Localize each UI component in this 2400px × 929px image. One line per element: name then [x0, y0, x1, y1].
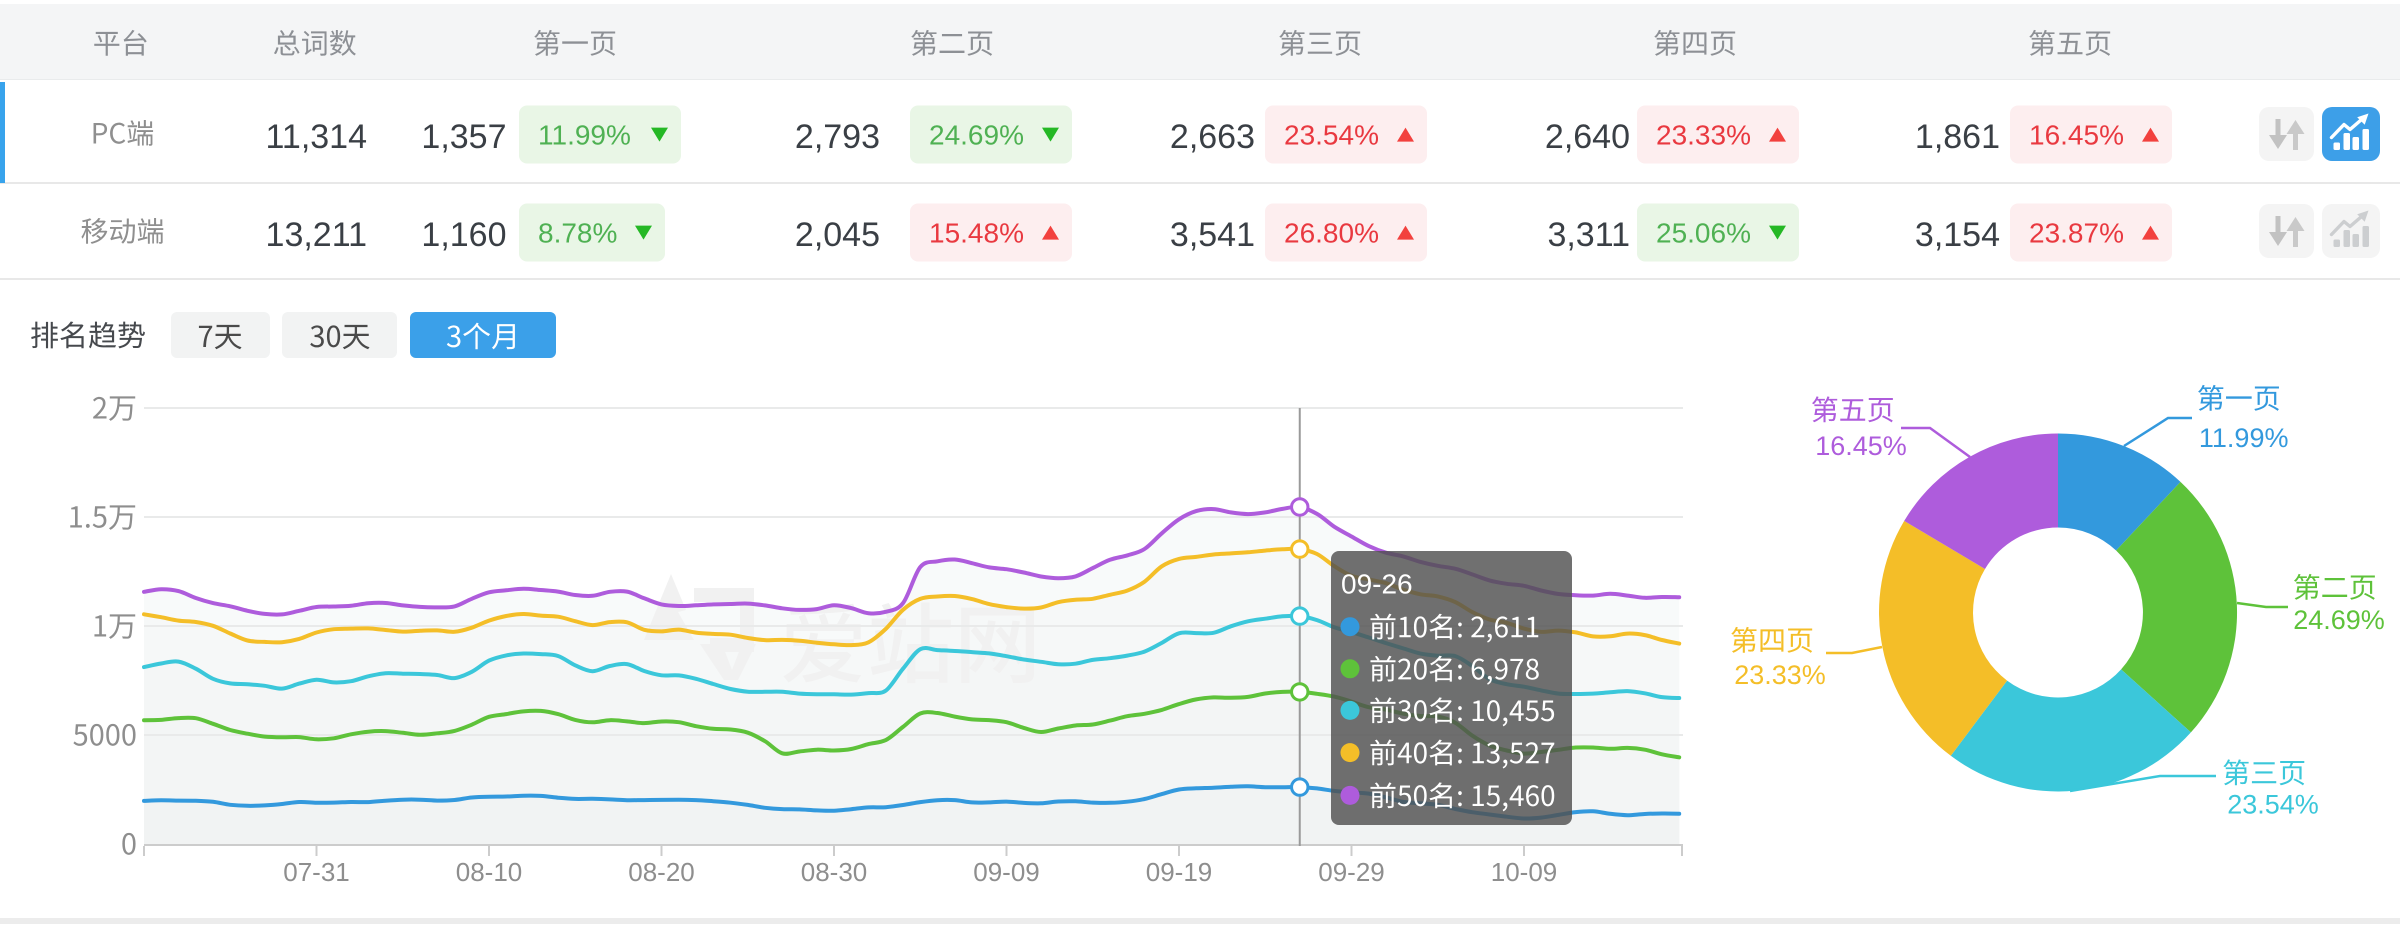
svg-text:23.54%: 23.54% — [2227, 790, 2319, 820]
svg-text:1,861: 1,861 — [1915, 118, 2000, 156]
svg-text:08-30: 08-30 — [801, 857, 868, 887]
svg-text:09-09: 09-09 — [973, 857, 1040, 887]
svg-text:2,793: 2,793 — [795, 118, 880, 156]
svg-text:07-31: 07-31 — [283, 857, 350, 887]
svg-text:13,211: 13,211 — [266, 216, 367, 254]
svg-text:15.48%: 15.48% — [929, 218, 1024, 249]
svg-text:2,640: 2,640 — [1545, 118, 1630, 156]
svg-text:2,663: 2,663 — [1170, 118, 1255, 156]
svg-text:1,357: 1,357 — [421, 118, 506, 156]
svg-text:09-26: 09-26 — [1341, 569, 1413, 600]
svg-text:25.06%: 25.06% — [1656, 218, 1751, 249]
svg-text:11,314: 11,314 — [266, 118, 367, 156]
svg-text:3,154: 3,154 — [1915, 216, 2000, 254]
svg-text:11.99%: 11.99% — [538, 120, 631, 151]
svg-text:3,311: 3,311 — [1547, 216, 1630, 254]
svg-text:8.78%: 8.78% — [538, 218, 617, 249]
svg-text:23.33%: 23.33% — [1734, 660, 1826, 690]
svg-text:23.33%: 23.33% — [1656, 120, 1751, 151]
svg-text:24.69%: 24.69% — [929, 120, 1024, 151]
svg-text:26.80%: 26.80% — [1284, 218, 1379, 249]
svg-text:3,541: 3,541 — [1170, 216, 1255, 254]
svg-text:16.45%: 16.45% — [2029, 120, 2124, 151]
svg-text:09-29: 09-29 — [1318, 857, 1385, 887]
svg-text:23.87%: 23.87% — [2029, 218, 2124, 249]
svg-text:09-19: 09-19 — [1146, 857, 1213, 887]
svg-text:24.69%: 24.69% — [2293, 605, 2385, 635]
svg-text:2,045: 2,045 — [795, 216, 880, 254]
svg-text:23.54%: 23.54% — [1284, 120, 1379, 151]
svg-text:11.99%: 11.99% — [2199, 423, 2289, 453]
svg-text:10-09: 10-09 — [1491, 857, 1558, 887]
svg-text:1,160: 1,160 — [421, 216, 506, 254]
svg-text:16.45%: 16.45% — [1815, 431, 1907, 461]
svg-text:08-10: 08-10 — [456, 857, 523, 887]
svg-text:08-20: 08-20 — [628, 857, 695, 887]
